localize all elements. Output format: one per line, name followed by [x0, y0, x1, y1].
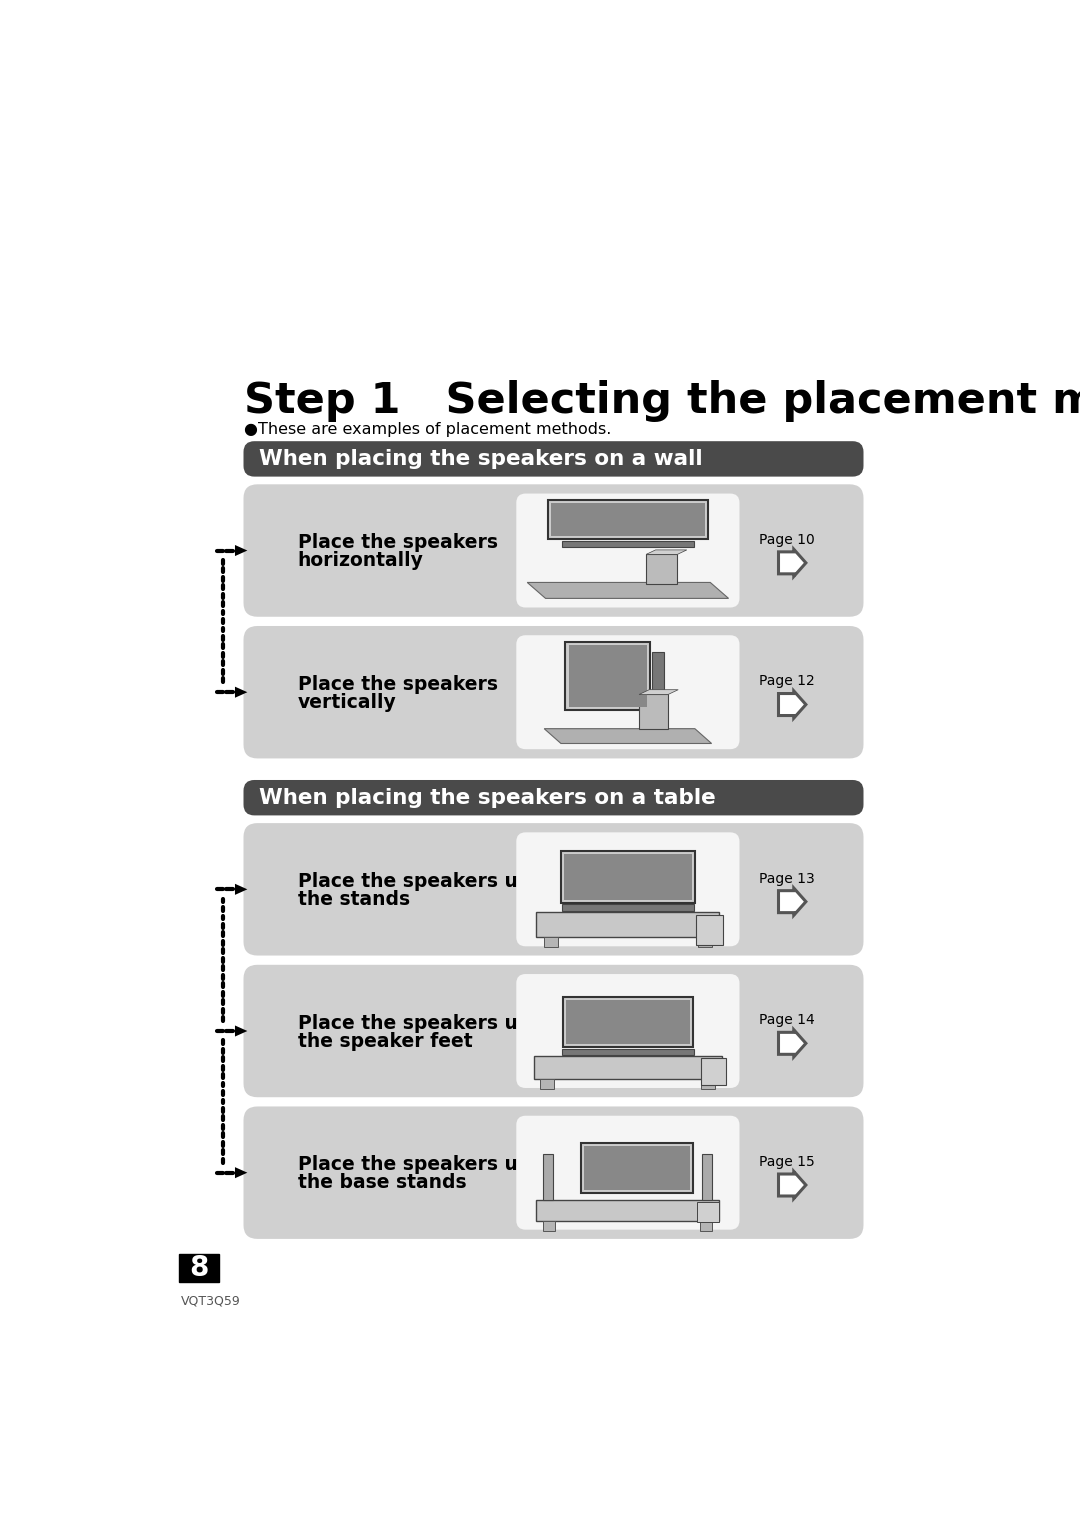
FancyBboxPatch shape: [516, 493, 740, 608]
FancyBboxPatch shape: [696, 915, 723, 945]
FancyBboxPatch shape: [243, 780, 864, 815]
FancyBboxPatch shape: [551, 504, 705, 536]
FancyBboxPatch shape: [639, 695, 669, 728]
FancyBboxPatch shape: [563, 997, 692, 1048]
Polygon shape: [779, 550, 806, 577]
Polygon shape: [779, 889, 806, 915]
FancyBboxPatch shape: [702, 1154, 713, 1200]
FancyBboxPatch shape: [516, 974, 740, 1089]
FancyBboxPatch shape: [701, 1058, 726, 1084]
FancyBboxPatch shape: [243, 626, 864, 759]
FancyBboxPatch shape: [516, 832, 740, 947]
FancyBboxPatch shape: [544, 938, 558, 947]
FancyBboxPatch shape: [179, 1254, 219, 1283]
FancyBboxPatch shape: [584, 1147, 689, 1190]
FancyBboxPatch shape: [537, 912, 719, 938]
FancyBboxPatch shape: [566, 641, 650, 710]
Text: Page 15: Page 15: [759, 1154, 815, 1168]
FancyBboxPatch shape: [243, 823, 864, 956]
Text: Place the speakers using: Place the speakers using: [298, 1014, 562, 1032]
Polygon shape: [779, 1029, 806, 1057]
FancyBboxPatch shape: [548, 501, 708, 539]
FancyBboxPatch shape: [562, 904, 693, 910]
Text: When placing the speakers on a table: When placing the speakers on a table: [259, 788, 716, 808]
Polygon shape: [235, 1026, 247, 1037]
FancyBboxPatch shape: [568, 644, 647, 707]
Polygon shape: [646, 550, 687, 554]
Polygon shape: [235, 1167, 247, 1179]
Text: When placing the speakers on a wall: When placing the speakers on a wall: [259, 449, 703, 469]
FancyBboxPatch shape: [243, 484, 864, 617]
FancyBboxPatch shape: [542, 1154, 553, 1200]
Polygon shape: [779, 1171, 806, 1199]
Polygon shape: [639, 690, 678, 695]
FancyBboxPatch shape: [535, 1057, 721, 1080]
FancyBboxPatch shape: [540, 1080, 554, 1089]
FancyBboxPatch shape: [516, 635, 740, 750]
Text: Step 1   Selecting the placement method: Step 1 Selecting the placement method: [243, 380, 1080, 421]
FancyBboxPatch shape: [243, 965, 864, 1098]
Polygon shape: [779, 690, 806, 718]
Polygon shape: [235, 545, 247, 556]
FancyBboxPatch shape: [581, 1144, 692, 1193]
Polygon shape: [235, 884, 247, 895]
Text: ●These are examples of placement methods.: ●These are examples of placement methods…: [243, 421, 611, 437]
Text: Page 10: Page 10: [759, 533, 815, 547]
Text: Place the speakers using: Place the speakers using: [298, 872, 562, 892]
Text: Place the speakers: Place the speakers: [298, 675, 498, 693]
FancyBboxPatch shape: [651, 652, 664, 701]
FancyBboxPatch shape: [542, 1220, 555, 1231]
FancyBboxPatch shape: [702, 1080, 715, 1089]
Text: horizontally: horizontally: [298, 551, 423, 570]
Text: Page 14: Page 14: [759, 1014, 815, 1028]
Text: Page 13: Page 13: [759, 872, 815, 886]
Polygon shape: [544, 728, 712, 744]
Text: 8: 8: [190, 1254, 210, 1283]
Text: Place the speakers using: Place the speakers using: [298, 1156, 562, 1174]
Text: VQT3Q59: VQT3Q59: [180, 1295, 241, 1307]
Polygon shape: [235, 687, 247, 698]
FancyBboxPatch shape: [700, 1220, 713, 1231]
FancyBboxPatch shape: [561, 851, 694, 902]
Text: the speaker feet: the speaker feet: [298, 1032, 472, 1051]
FancyBboxPatch shape: [537, 1200, 719, 1220]
Text: vertically: vertically: [298, 693, 396, 712]
FancyBboxPatch shape: [697, 1202, 719, 1222]
FancyBboxPatch shape: [243, 1107, 864, 1238]
FancyBboxPatch shape: [243, 441, 864, 476]
FancyBboxPatch shape: [698, 938, 712, 947]
Text: the stands: the stands: [298, 890, 410, 909]
FancyBboxPatch shape: [516, 1116, 740, 1229]
FancyBboxPatch shape: [566, 1000, 689, 1044]
Text: Page 12: Page 12: [759, 675, 815, 689]
Text: the base stands: the base stands: [298, 1173, 467, 1193]
FancyBboxPatch shape: [562, 541, 693, 547]
Polygon shape: [527, 582, 729, 599]
FancyBboxPatch shape: [563, 1049, 693, 1055]
FancyBboxPatch shape: [564, 854, 692, 899]
FancyBboxPatch shape: [646, 554, 677, 583]
Text: Place the speakers: Place the speakers: [298, 533, 498, 553]
